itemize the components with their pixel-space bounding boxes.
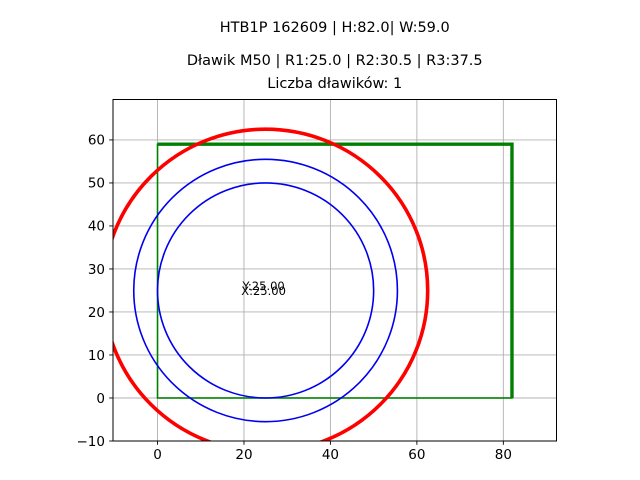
x-tick-label-40: 40 [322, 447, 339, 463]
y-tick-label-30: 30 [88, 262, 105, 278]
gland-plate-outline [156, 143, 513, 399]
axes-frame [112, 99, 557, 442]
y-tick-label--10: −10 [77, 434, 106, 450]
y-tick-label-60: 60 [88, 133, 105, 149]
center-annotation-x: X:25.00 [241, 284, 286, 298]
circle-r1 [156, 182, 375, 399]
x-tick-label-60: 60 [408, 447, 425, 463]
axes-title-line1: Dławik M50 | R1:25.0 | R2:30.5 | R3:37.5 [187, 53, 483, 69]
gland-plate-highlight-edges [157, 142, 514, 398]
axes-title-line2: Liczba dławików: 1 [267, 76, 402, 92]
tick-labels-layer: 0 20 40 60 80 −10 0 10 20 30 40 50 60 [77, 133, 512, 463]
chart-layer: Y:25.00X:25.00 0 20 40 60 80 −10 0 10 20 30 40 50 60 [77, 99, 557, 463]
artists-layer [113, 127, 514, 441]
y-tick-label-20: 20 [88, 305, 105, 321]
y-tick-label-0: 0 [96, 391, 105, 407]
circle-r3 [113, 127, 430, 441]
x-tick-label-80: 80 [495, 447, 512, 463]
y-tick-label-40: 40 [88, 219, 105, 235]
circle-r2 [132, 158, 399, 423]
y-tick-label-10: 10 [88, 348, 105, 364]
center-annotation-y: Y:25.00 [241, 279, 284, 293]
y-tick-label-50: 50 [88, 176, 105, 192]
ticks-layer [109, 139, 504, 445]
figure-title: HTB1P 162609 | H:82.0| W:59.0 [220, 20, 450, 36]
x-tick-label-20: 20 [235, 447, 252, 463]
x-tick-label-0: 0 [153, 447, 162, 463]
